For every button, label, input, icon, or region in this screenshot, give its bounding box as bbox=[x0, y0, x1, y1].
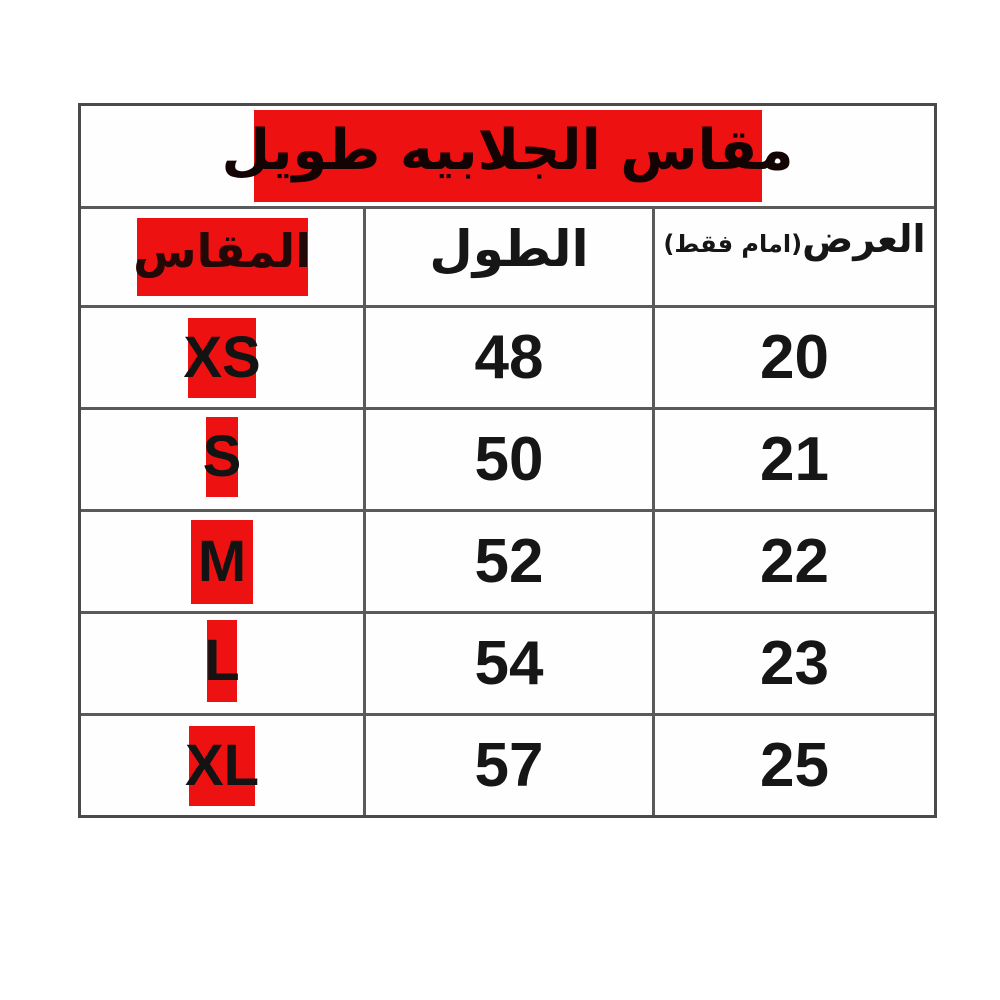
length-value: 52 bbox=[474, 526, 544, 596]
width-value: 21 bbox=[760, 424, 829, 494]
size-chip-m: M bbox=[191, 519, 253, 604]
length-column-header: الطول bbox=[429, 220, 589, 278]
length-value: 48 bbox=[474, 322, 544, 392]
width-header-note: (امام فقط) bbox=[663, 230, 803, 258]
table-row-m-length-cell: 52 bbox=[366, 512, 652, 611]
table-row-xs-size-cell: XS bbox=[81, 308, 363, 407]
header-cell-length: الطول bbox=[366, 209, 652, 305]
table-row-l-length-cell: 54 bbox=[366, 614, 652, 713]
table-row-m-size-cell: M bbox=[81, 512, 363, 611]
length-value: 50 bbox=[474, 424, 544, 494]
table-row-xl-length-cell: 57 bbox=[366, 716, 652, 815]
header-cell-width: العرض(امام فقط) bbox=[655, 209, 934, 305]
size-chip-xs: XS bbox=[183, 317, 261, 398]
size-chip-xl: XL bbox=[185, 725, 259, 806]
size-chip-l: L bbox=[204, 619, 240, 702]
table-row-xl-width-cell: 25 bbox=[655, 716, 934, 815]
size-header-banner: المقاس bbox=[133, 218, 311, 296]
width-header-main: العرض bbox=[802, 217, 926, 261]
width-value: 25 bbox=[760, 730, 829, 800]
width-value: 22 bbox=[760, 526, 829, 596]
size-value: M bbox=[197, 528, 247, 594]
width-column-header: العرض(امام فقط) bbox=[663, 217, 925, 263]
table-row-xs-length-cell: 48 bbox=[366, 308, 652, 407]
header-cell-size: المقاس bbox=[81, 209, 363, 305]
title-banner: مقاس الجلابيه طويل bbox=[221, 110, 794, 202]
table-row-s-width-cell: 21 bbox=[655, 410, 934, 509]
size-value: XL bbox=[184, 732, 260, 798]
length-value: 57 bbox=[474, 730, 544, 800]
size-value: L bbox=[204, 627, 240, 693]
width-value: 20 bbox=[760, 322, 829, 392]
table-row-l-size-cell: L bbox=[81, 614, 363, 713]
size-value: XS bbox=[183, 324, 261, 390]
table-row-s-size-cell: S bbox=[81, 410, 363, 509]
table-row-m-width-cell: 22 bbox=[655, 512, 934, 611]
title-row: مقاس الجلابيه طويل bbox=[81, 106, 934, 206]
size-chart-table: مقاس الجلابيه طويل المقاس الطول العرض(ام… bbox=[78, 103, 937, 818]
width-value: 23 bbox=[760, 628, 829, 698]
size-column-header: المقاس bbox=[133, 224, 311, 278]
table-row-xs-width-cell: 20 bbox=[655, 308, 934, 407]
table-row-l-width-cell: 23 bbox=[655, 614, 934, 713]
size-value: S bbox=[202, 423, 242, 489]
size-chip-s: S bbox=[203, 416, 241, 497]
table-row-s-length-cell: 50 bbox=[366, 410, 652, 509]
length-value: 54 bbox=[474, 628, 544, 698]
table-row-xl-size-cell: XL bbox=[81, 716, 363, 815]
chart-title: مقاس الجلابيه طويل bbox=[221, 118, 794, 183]
